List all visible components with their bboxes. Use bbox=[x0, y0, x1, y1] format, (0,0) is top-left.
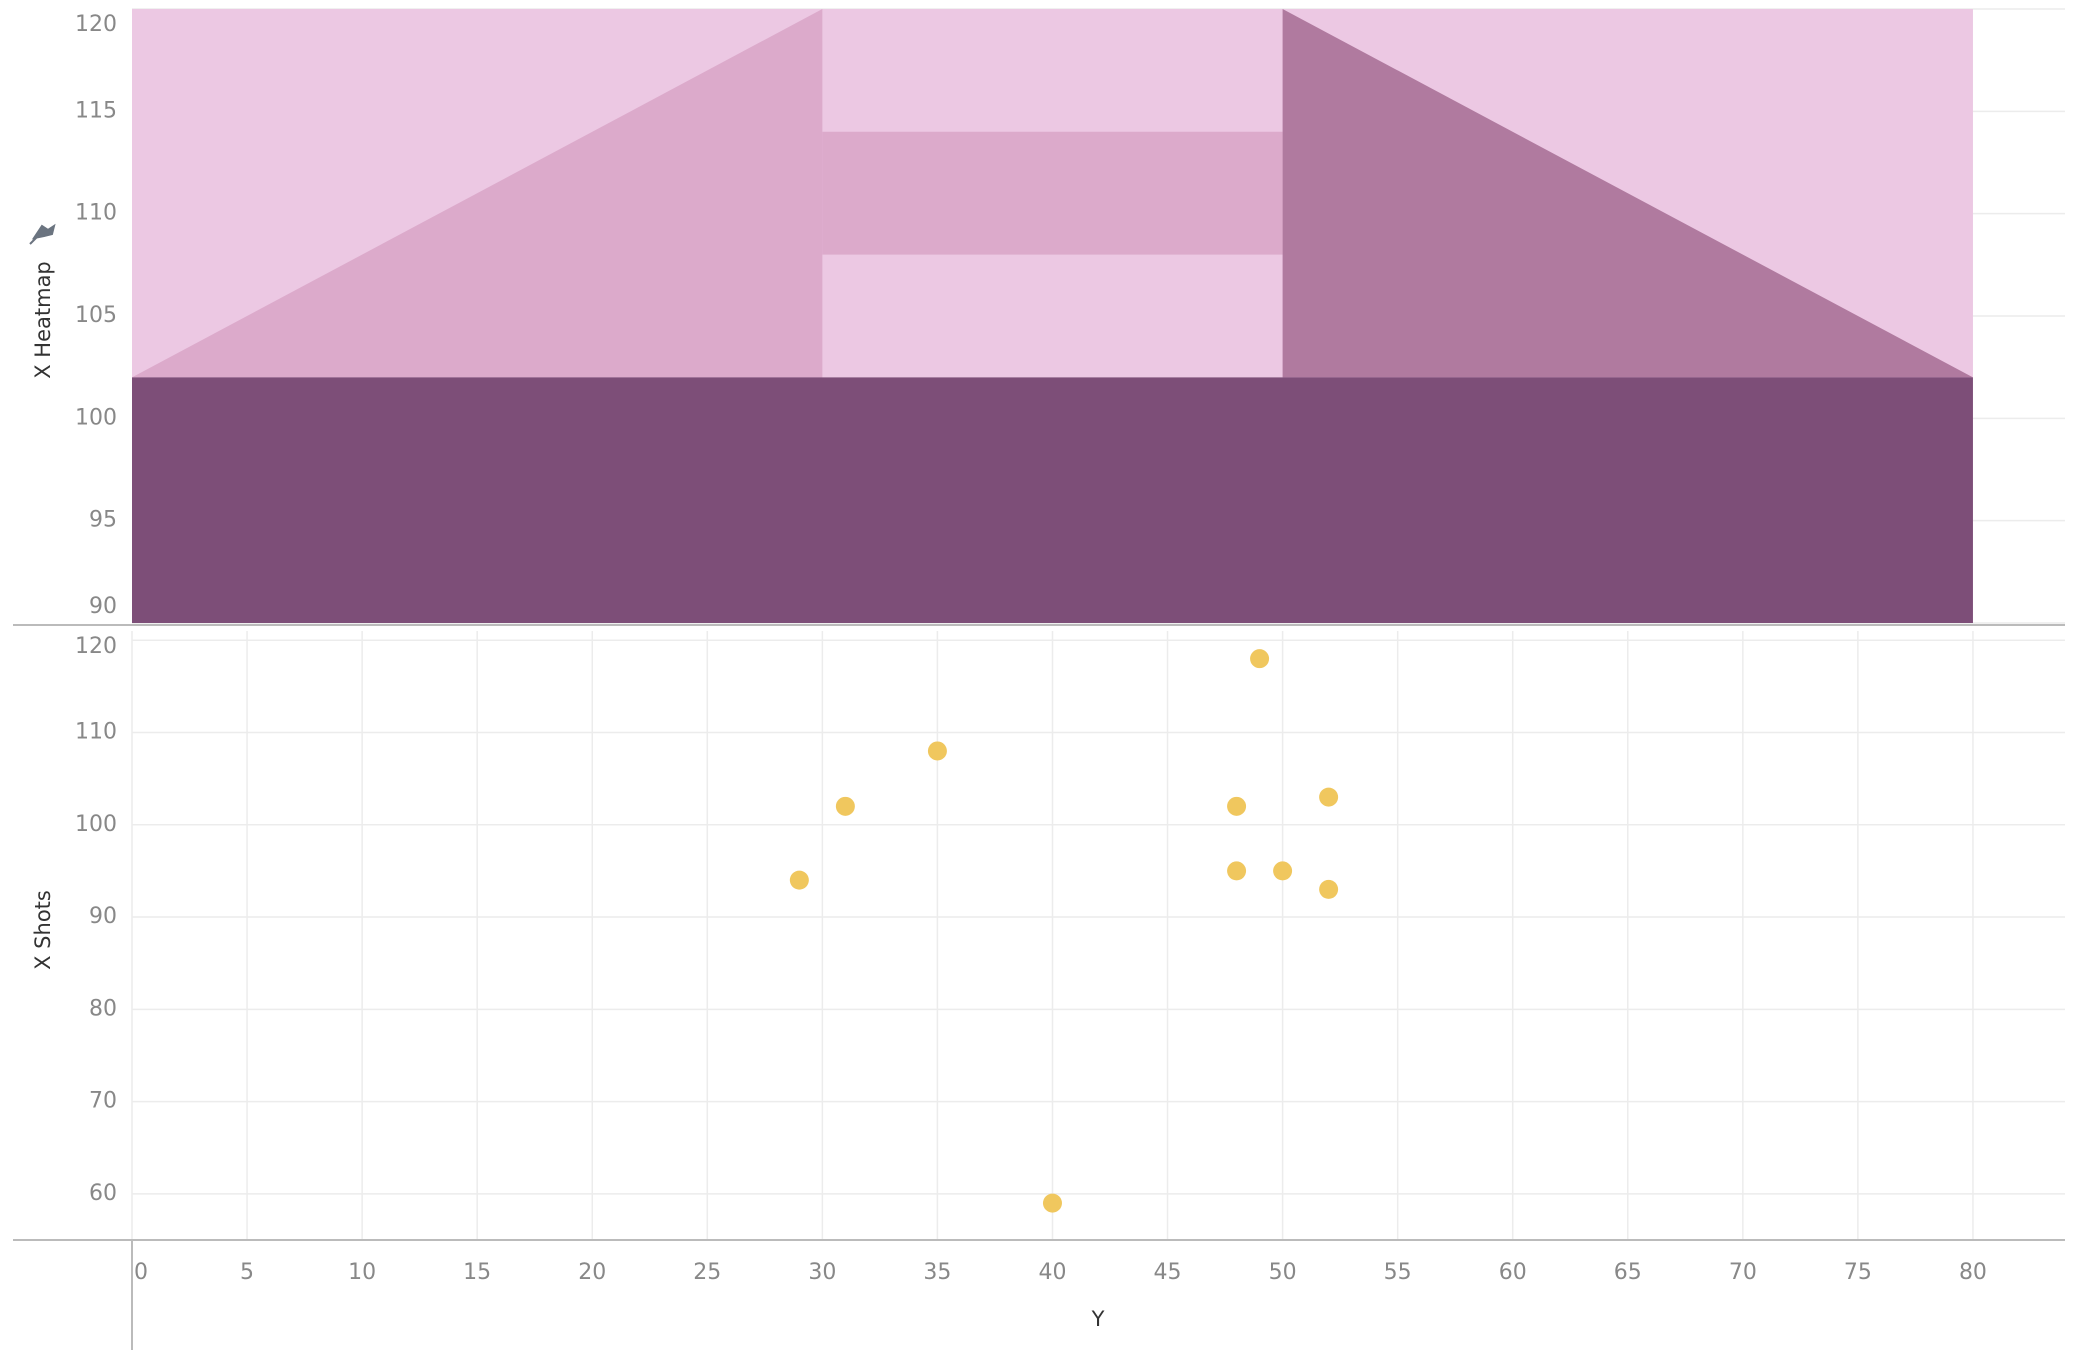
y-tick-label: 120 bbox=[75, 634, 117, 659]
y-tick-label: 95 bbox=[89, 508, 117, 533]
x-tick-label: 5 bbox=[240, 1260, 254, 1285]
y-tick-label: 70 bbox=[89, 1089, 117, 1114]
y-tick-label: 110 bbox=[75, 201, 117, 226]
shot-point bbox=[1042, 1193, 1062, 1213]
x-axis-title: Y bbox=[1091, 1307, 1105, 1331]
x-tick-label: 50 bbox=[1269, 1260, 1297, 1285]
y-axis-title: X Shots bbox=[31, 890, 55, 970]
y-tick-label: 115 bbox=[75, 98, 117, 123]
y-tick-label: 105 bbox=[75, 303, 117, 328]
y-tick-label: 110 bbox=[75, 720, 117, 745]
shot-point bbox=[1273, 861, 1293, 881]
shot-point bbox=[789, 870, 809, 890]
shot-point bbox=[1227, 796, 1247, 816]
x-tick-label: 60 bbox=[1499, 1260, 1527, 1285]
x-tick-label: 40 bbox=[1038, 1260, 1066, 1285]
y-tick-label: 100 bbox=[75, 812, 117, 837]
shot-point bbox=[1319, 879, 1339, 899]
shot-point bbox=[1319, 787, 1339, 807]
shot-point bbox=[1227, 861, 1247, 881]
x-tick-label: 10 bbox=[348, 1260, 376, 1285]
x-tick-label: 15 bbox=[463, 1260, 491, 1285]
y-tick-label: 60 bbox=[89, 1181, 117, 1206]
x-tick-label: 65 bbox=[1614, 1260, 1642, 1285]
x-tick-label: 30 bbox=[808, 1260, 836, 1285]
x-tick-label: 55 bbox=[1384, 1260, 1412, 1285]
x-tick-label: 25 bbox=[693, 1260, 721, 1285]
x-tick-label: 75 bbox=[1844, 1260, 1872, 1285]
y-tick-label: 80 bbox=[89, 996, 117, 1021]
y-axis-title: X Heatmap bbox=[31, 261, 55, 379]
x-tick-label: 0 bbox=[134, 1260, 148, 1285]
heatmap-pane: 90 95 100 105 110 115 120 bbox=[75, 8, 2065, 624]
y-tick-label: 120 bbox=[75, 12, 117, 37]
shot-point bbox=[835, 796, 855, 816]
y-tick-label: 90 bbox=[89, 594, 117, 619]
y-tick-label: 90 bbox=[89, 904, 117, 929]
heatmap-region bbox=[1282, 9, 1973, 378]
heatmap-region bbox=[822, 131, 1283, 255]
shots-pane: 60 70 80 90 100 110 120 bbox=[75, 631, 2065, 1240]
shot-point bbox=[927, 741, 947, 761]
x-tick-label: 80 bbox=[1959, 1260, 1987, 1285]
shot-point bbox=[1250, 649, 1270, 669]
x-tick-label: 35 bbox=[923, 1260, 951, 1285]
pin-icon bbox=[29, 223, 56, 245]
y-tick-label: 100 bbox=[75, 405, 117, 430]
x-tick-label: 45 bbox=[1154, 1260, 1182, 1285]
x-tick-label: 70 bbox=[1729, 1260, 1757, 1285]
heatmap-region bbox=[132, 377, 1973, 623]
x-tick-label: 20 bbox=[578, 1260, 606, 1285]
heatmap-region bbox=[132, 9, 823, 378]
